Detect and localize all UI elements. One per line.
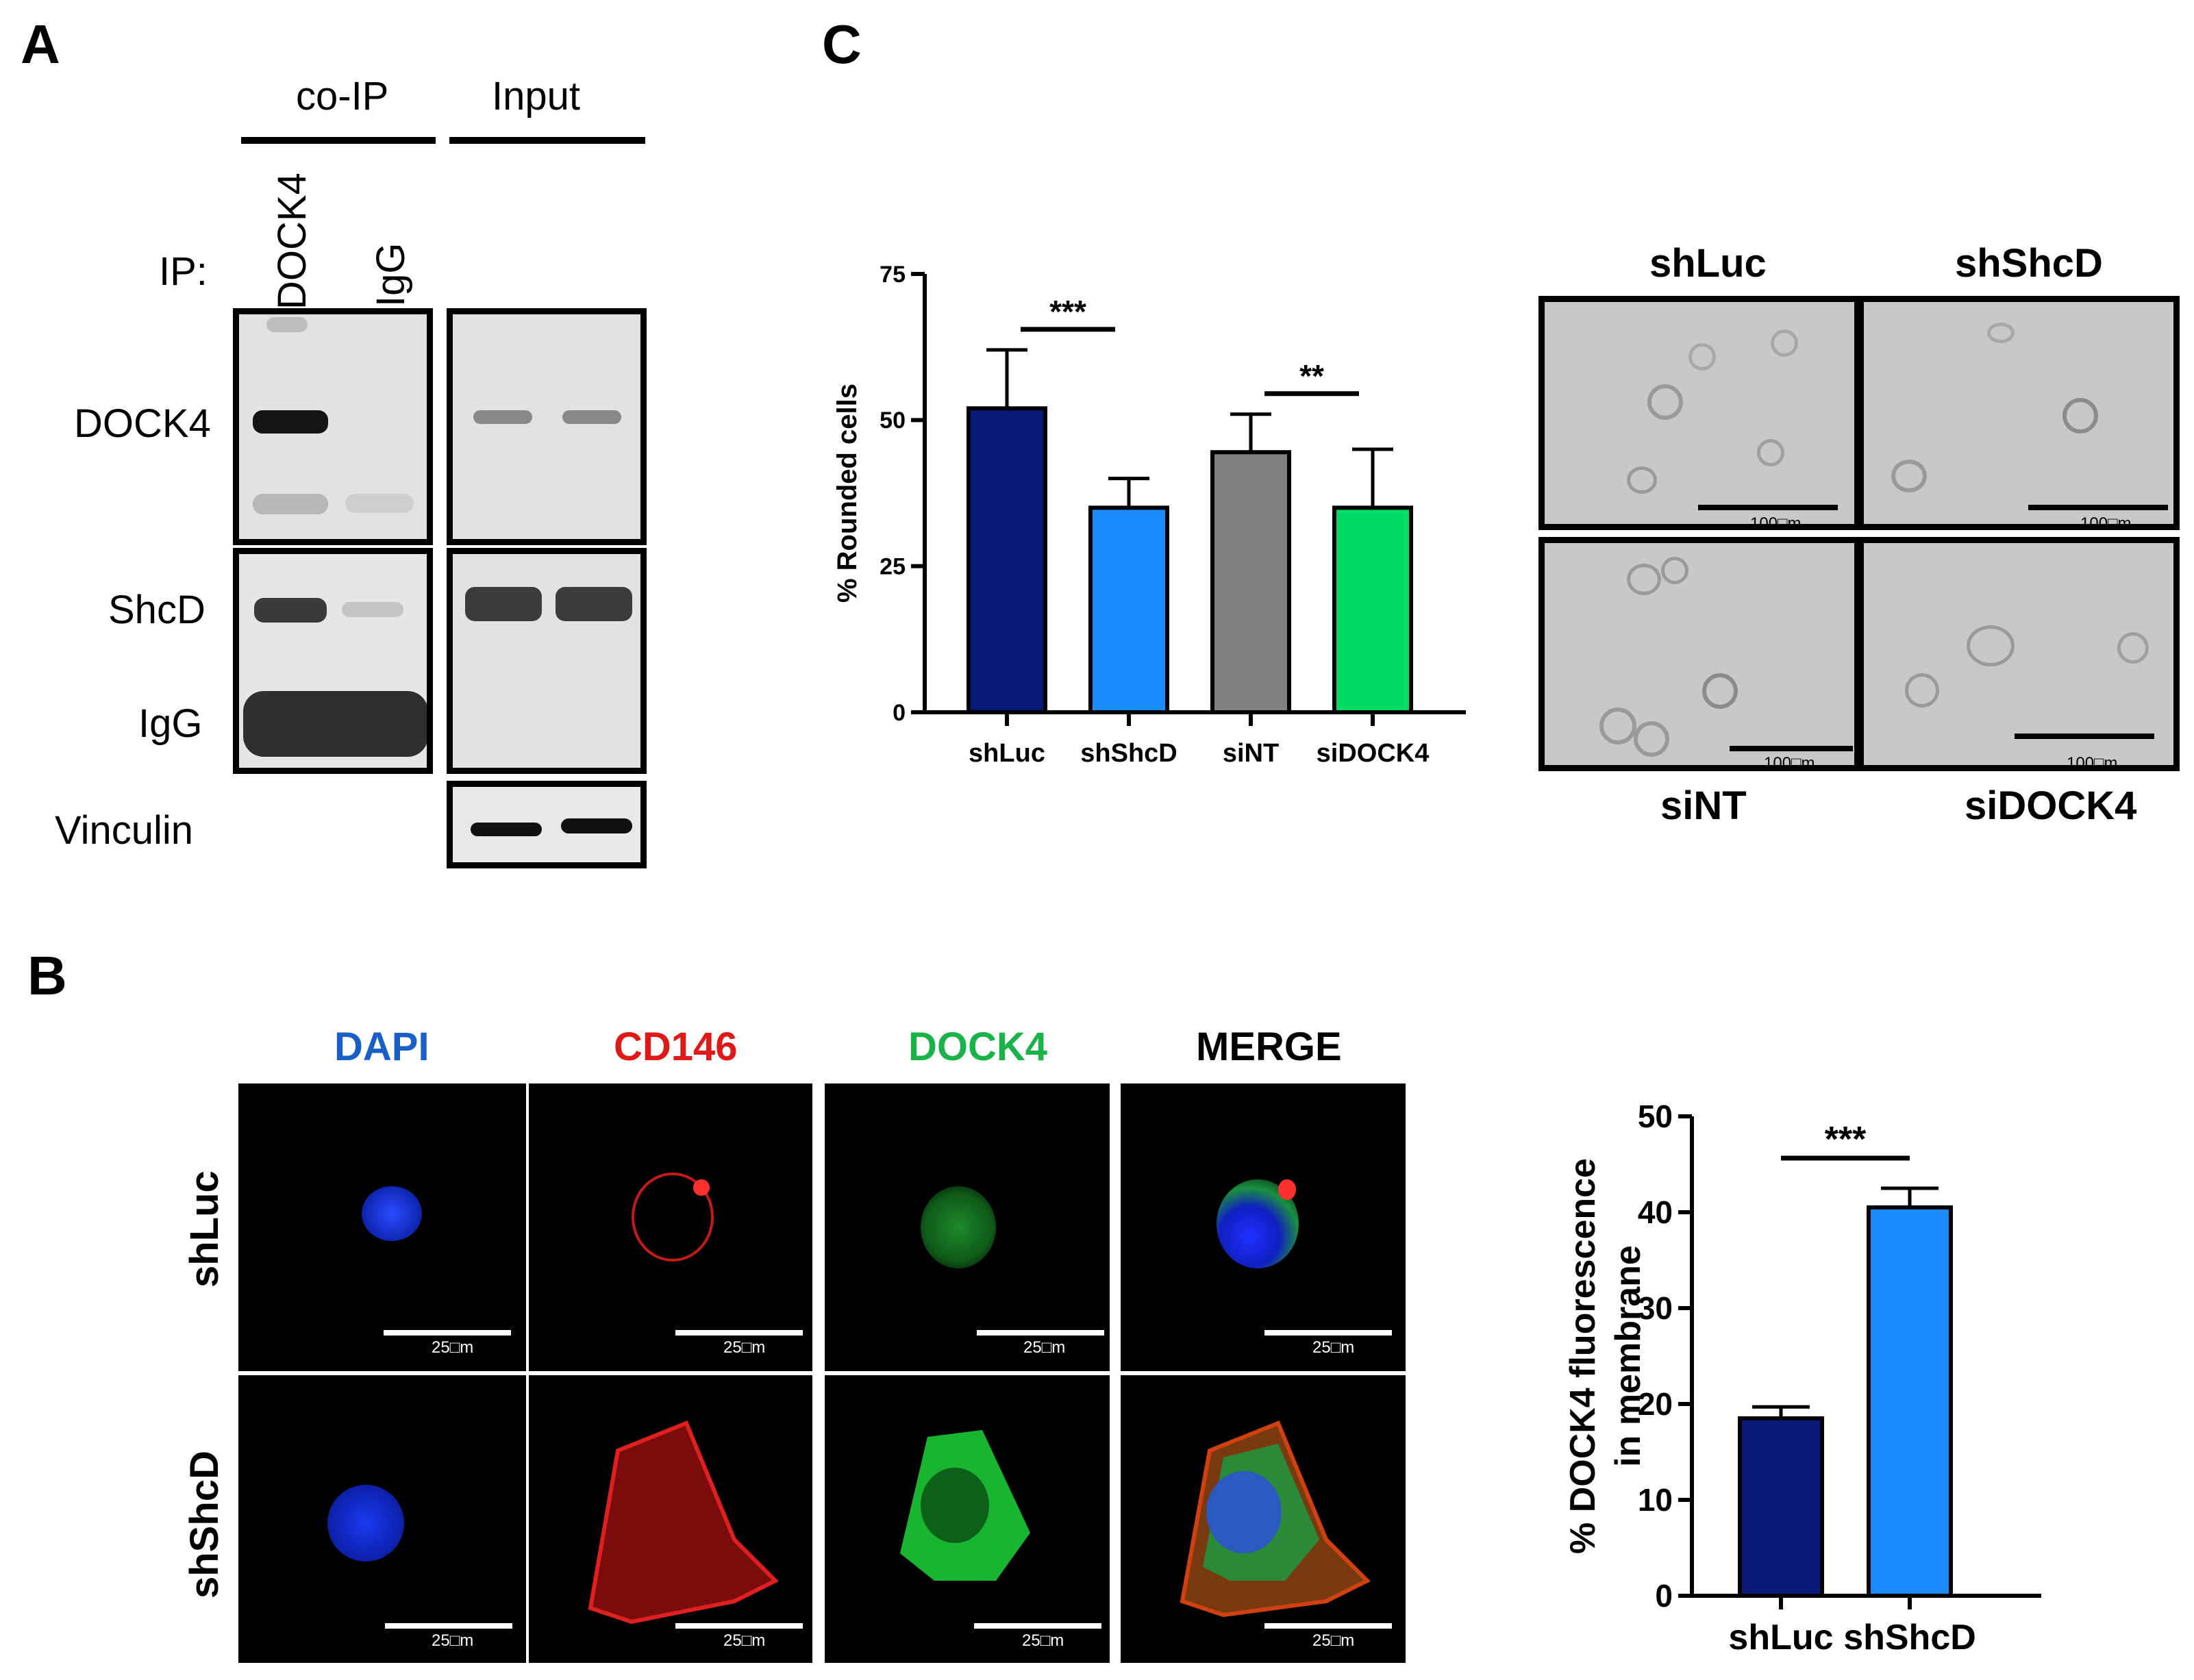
fluor-shluc-dapi: 25□m (238, 1083, 526, 1371)
blot-input-vinculin (447, 781, 647, 868)
micro-label-sint: siNT (1660, 783, 1747, 828)
row-label-dock4: DOCK4 (74, 401, 211, 446)
y-tick-label: 20 (1638, 1386, 1673, 1422)
y-tick-label: 0 (893, 700, 906, 726)
row-label-shcd: ShcD (108, 588, 205, 632)
x-tick-label: shShcD (1080, 739, 1177, 768)
fluor-shshcd-cd146: 25□m (529, 1375, 812, 1663)
ip-label: IP: (159, 249, 208, 294)
band (473, 410, 532, 424)
micrograph-shshcd: 100□m (1858, 296, 2180, 530)
band (471, 823, 542, 836)
blot-input-dock4 (447, 308, 647, 545)
panel-label-b: B (27, 945, 67, 1006)
band (562, 410, 621, 424)
scale-text: 100□m (2080, 514, 2132, 530)
channel-label-cd146: CD146 (614, 1025, 738, 1069)
scale-bar (1730, 746, 1853, 751)
bar (1088, 505, 1169, 714)
blot-input-shcd-igg (447, 548, 647, 774)
fluor-shshcd-dapi: 25□m (238, 1375, 526, 1663)
y-tick-label: 25 (880, 554, 906, 580)
scale-bar (2028, 505, 2168, 510)
input-underline (449, 137, 645, 144)
micro-label-shluc: shLuc (1649, 241, 1767, 286)
channel-label-dapi: DAPI (334, 1025, 429, 1069)
y-tick-label: 0 (1655, 1578, 1673, 1614)
band (253, 494, 328, 514)
lane-label-dock4: DOCK4 (270, 173, 314, 310)
band (465, 587, 542, 621)
bar (1332, 505, 1413, 714)
y-tick-label: 30 (1638, 1290, 1673, 1326)
blot-coip-dock4 (233, 308, 433, 545)
bar (967, 406, 1047, 714)
micrograph-sidock4: 100□m (1858, 537, 2180, 771)
panel-label-c: C (822, 14, 862, 75)
dock4-membrane-chart: 0 10 20 30 40 50 shLuc shShcD *** % DOCK4 fluores… (1563, 1099, 2041, 1657)
fluor-shshcd-merge: 25□m (1121, 1375, 1406, 1663)
fluor-shluc-merge: 25□m (1121, 1083, 1406, 1371)
band (253, 410, 328, 434)
band (342, 602, 403, 617)
significance-label: *** (1825, 1120, 1867, 1159)
x-tick-label: shShcD (1843, 1618, 1976, 1657)
row-label-igg: IgG (138, 701, 203, 746)
scale-text: 100□m (1750, 514, 1802, 530)
x-tick-label: siDOCK4 (1317, 739, 1430, 768)
panel-label-a: A (21, 14, 60, 75)
scale-bar (2015, 734, 2154, 739)
band (243, 691, 427, 757)
scale-text: 100□m (2067, 754, 2118, 771)
significance-label: *** (1049, 294, 1086, 329)
x-tick-label: shLuc (1728, 1618, 1833, 1657)
band (556, 587, 632, 621)
micro-label-shshcd: shShcD (1955, 241, 2103, 286)
row-label-vinculin: Vinculin (55, 808, 194, 853)
micro-label-sidock4: siDOCK4 (1965, 783, 2137, 828)
channel-label-dock4: DOCK4 (908, 1025, 1048, 1069)
header-coip: co-IP (296, 74, 389, 118)
y-axis-label: % DOCK4 fluorescence (1563, 1158, 1603, 1554)
band (561, 818, 632, 833)
row-label-shluc: shLuc (182, 1170, 227, 1288)
fluor-shluc-cd146: 25□m (529, 1083, 812, 1371)
bar (1738, 1416, 1824, 1598)
channel-label-merge: MERGE (1196, 1025, 1342, 1069)
y-axis-label: in membrane (1608, 1245, 1648, 1467)
scale-bar (1698, 505, 1838, 510)
fluor-shshcd-dock4: 25□m (825, 1375, 1110, 1663)
band (345, 494, 414, 513)
bar (1210, 450, 1291, 714)
y-axis-label: % Rounded cells (832, 384, 862, 603)
y-tick-label: 50 (1638, 1099, 1673, 1134)
band (266, 317, 308, 332)
y-tick-label: 75 (880, 262, 906, 288)
y-tick-label: 40 (1638, 1194, 1673, 1230)
blot-coip-shcd-igg (233, 548, 433, 774)
y-tick-label: 50 (880, 408, 906, 434)
x-tick-label: siNT (1223, 739, 1279, 768)
y-tick-label: 10 (1638, 1482, 1673, 1518)
micrograph-sint: 100□m (1538, 537, 1860, 771)
significance-label: ** (1299, 358, 1324, 394)
band (254, 598, 327, 623)
fluor-shluc-dock4: 25□m (825, 1083, 1110, 1371)
x-tick-label: shLuc (969, 739, 1045, 768)
coip-underline (241, 137, 436, 144)
lane-label-igg: IgG (369, 242, 413, 308)
scale-text: 100□m (1764, 754, 1815, 771)
row-label-shshcd: shShcD (182, 1451, 227, 1598)
bar (1867, 1205, 1953, 1598)
header-input: Input (492, 74, 580, 118)
micrograph-shluc: 100□m (1538, 296, 1860, 530)
